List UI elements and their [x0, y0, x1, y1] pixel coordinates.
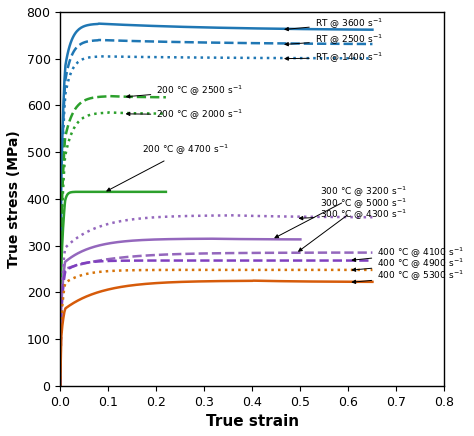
Y-axis label: True stress (MPa): True stress (MPa) [7, 130, 21, 268]
Text: 400 °C @ 4900 s$^{-1}$: 400 °C @ 4900 s$^{-1}$ [352, 257, 464, 271]
Text: 200 °C @ 4700 s$^{-1}$: 200 °C @ 4700 s$^{-1}$ [107, 143, 229, 191]
Text: 300 °C @ 5000 s$^{-1}$: 300 °C @ 5000 s$^{-1}$ [299, 197, 407, 251]
X-axis label: True strain: True strain [206, 414, 299, 429]
Text: 200 °C @ 2500 s$^{-1}$: 200 °C @ 2500 s$^{-1}$ [127, 83, 243, 98]
Text: 200 °C @ 2000 s$^{-1}$: 200 °C @ 2000 s$^{-1}$ [127, 108, 243, 122]
Text: 300 °C @ 3200 s$^{-1}$: 300 °C @ 3200 s$^{-1}$ [275, 185, 407, 238]
Text: 300 °C @ 4300 s$^{-1}$: 300 °C @ 4300 s$^{-1}$ [300, 208, 407, 222]
Text: RT @ 2500 s$^{-1}$: RT @ 2500 s$^{-1}$ [285, 33, 383, 47]
Text: 400 °C @ 4100 s$^{-1}$: 400 °C @ 4100 s$^{-1}$ [352, 246, 464, 262]
Text: 400 °C @ 5300 s$^{-1}$: 400 °C @ 5300 s$^{-1}$ [352, 269, 464, 283]
Text: RT @ 3600 s$^{-1}$: RT @ 3600 s$^{-1}$ [285, 17, 383, 31]
Text: RT @ 1400 s$^{-1}$: RT @ 1400 s$^{-1}$ [285, 51, 383, 65]
